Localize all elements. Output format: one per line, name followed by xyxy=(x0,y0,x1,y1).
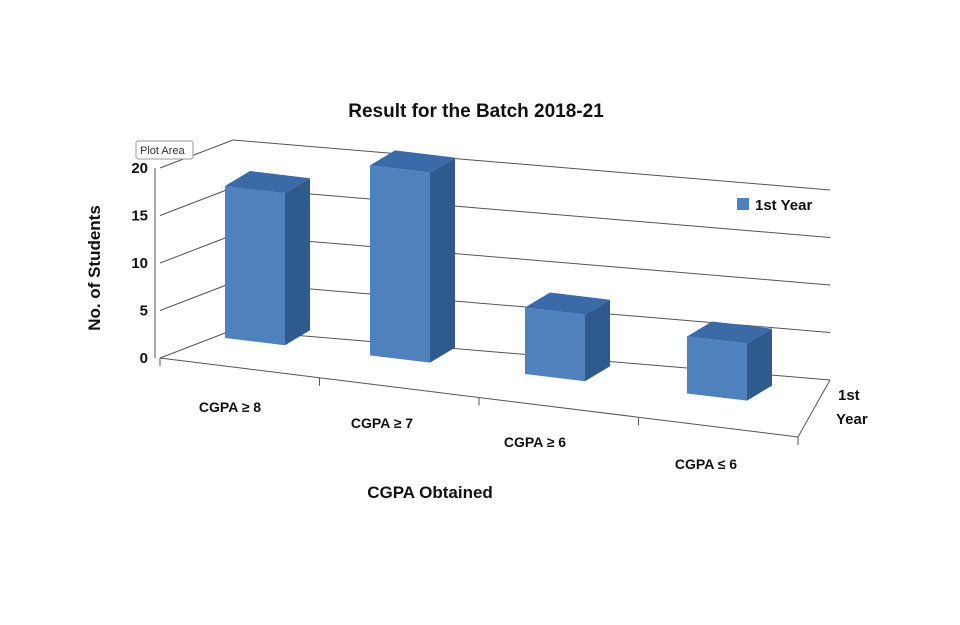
x-axis-ticks: CGPA ≥ 8 CGPA ≥ 7 CGPA ≥ 6 CGPA ≤ 6 xyxy=(199,399,737,472)
bar-side xyxy=(747,328,772,401)
bar xyxy=(370,150,455,363)
x-tick-label: CGPA ≥ 8 xyxy=(199,399,261,415)
bar-front xyxy=(687,336,747,401)
x-tick-label: CGPA ≥ 7 xyxy=(351,415,413,431)
bar xyxy=(687,321,772,401)
bar-side xyxy=(585,299,610,382)
x-axis-title: CGPA Obtained xyxy=(367,483,493,502)
y-axis-ticks: 0 5 10 15 20 xyxy=(131,160,148,367)
bar-side xyxy=(430,157,455,363)
depth-axis-label-line-2: Year xyxy=(836,411,868,428)
side-wall-gridline xyxy=(159,329,234,359)
legend-label: 1st Year xyxy=(755,197,812,214)
tooltip-box xyxy=(135,140,194,160)
y-tick-label: 15 xyxy=(131,208,148,225)
y-axis-title: No. of Students xyxy=(85,205,104,331)
bar-top xyxy=(525,292,610,315)
y-tick-label: 0 xyxy=(140,350,148,367)
bar-top xyxy=(370,150,455,173)
bar xyxy=(225,171,310,346)
depth-axis-line xyxy=(797,379,831,438)
gridline xyxy=(232,139,831,191)
axes xyxy=(154,168,831,445)
x-tick-label: CGPA ≤ 6 xyxy=(675,456,737,472)
side-wall-gridline xyxy=(159,187,234,216)
y-tick-label: 5 xyxy=(140,303,148,320)
side-wall-gridline xyxy=(159,282,234,311)
legend-swatch xyxy=(737,198,749,210)
gridline xyxy=(232,187,831,238)
gridline xyxy=(232,234,831,286)
y-tick-label: 20 xyxy=(131,160,148,177)
bar-top xyxy=(225,171,310,194)
y-tick-label: 10 xyxy=(131,255,148,272)
bar xyxy=(525,292,610,382)
bars xyxy=(225,150,772,401)
depth-axis-label-line-1: 1st xyxy=(838,387,860,404)
x-tick-label: CGPA ≥ 6 xyxy=(504,434,566,450)
plot-area-tooltip: Plot Area xyxy=(135,140,194,160)
side-wall-gridline xyxy=(159,139,234,169)
bar-front xyxy=(525,307,585,382)
bar-top xyxy=(687,321,772,344)
bar-side xyxy=(285,178,310,346)
bar-front xyxy=(225,186,285,346)
side-wall-gridline xyxy=(159,234,234,264)
legend: 1st Year xyxy=(737,197,812,214)
tooltip-label: Plot Area xyxy=(140,145,186,157)
depth-axis-label: 1st Year xyxy=(836,387,868,428)
chart-title: Result for the Batch 2018-21 xyxy=(348,101,604,122)
bar-front xyxy=(370,165,430,363)
